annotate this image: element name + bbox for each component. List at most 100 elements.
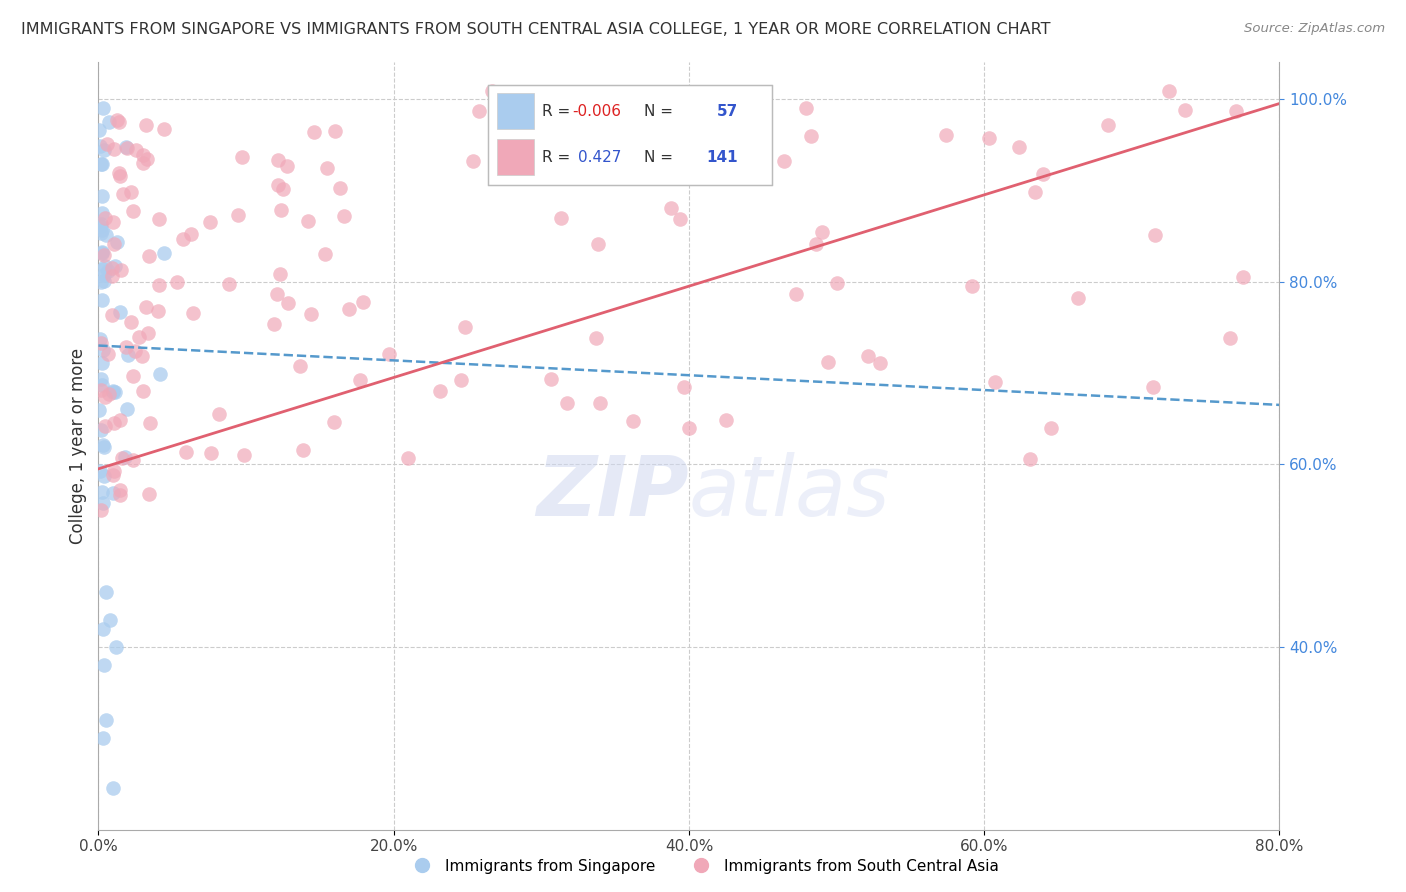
Point bbox=[124, 343, 146, 358]
Point bbox=[299, 307, 322, 321]
Point bbox=[135, 118, 157, 132]
Point bbox=[105, 235, 128, 250]
Point bbox=[105, 640, 128, 654]
Point bbox=[550, 211, 572, 225]
Point bbox=[93, 419, 115, 434]
Point bbox=[115, 141, 138, 155]
Point bbox=[267, 178, 290, 192]
Point bbox=[218, 277, 240, 291]
Point bbox=[108, 483, 131, 497]
Point bbox=[827, 276, 849, 290]
Point bbox=[135, 300, 157, 314]
Point bbox=[93, 440, 115, 454]
Point bbox=[132, 148, 155, 162]
Point bbox=[811, 225, 834, 239]
Point bbox=[1018, 451, 1040, 466]
Point bbox=[226, 208, 249, 222]
Point bbox=[463, 153, 485, 168]
Point bbox=[91, 101, 114, 115]
Point bbox=[659, 201, 682, 215]
Point bbox=[1040, 421, 1063, 435]
Point bbox=[794, 101, 817, 115]
Point bbox=[481, 84, 503, 98]
Point bbox=[89, 219, 111, 233]
Point bbox=[1219, 330, 1241, 344]
Point bbox=[90, 503, 112, 517]
Point bbox=[333, 209, 356, 223]
Point bbox=[103, 464, 125, 478]
Point bbox=[90, 356, 112, 370]
Point bbox=[98, 387, 121, 401]
Point bbox=[323, 415, 346, 429]
Point bbox=[94, 227, 117, 242]
Text: ZIP: ZIP bbox=[536, 451, 689, 533]
Point bbox=[91, 246, 114, 260]
Point bbox=[93, 468, 115, 483]
Point bbox=[1024, 185, 1046, 199]
Point bbox=[117, 348, 139, 362]
Point bbox=[91, 496, 114, 510]
Point bbox=[91, 223, 114, 237]
Point bbox=[136, 326, 159, 340]
Point bbox=[101, 308, 124, 322]
Text: IMMIGRANTS FROM SINGAPORE VS IMMIGRANTS FROM SOUTH CENTRAL ASIA COLLEGE, 1 YEAR : IMMIGRANTS FROM SINGAPORE VS IMMIGRANTS … bbox=[21, 22, 1050, 37]
Point bbox=[101, 467, 124, 482]
Point bbox=[180, 227, 202, 241]
Point bbox=[378, 347, 401, 361]
Point bbox=[200, 215, 222, 229]
Point bbox=[149, 367, 172, 381]
Point bbox=[94, 211, 117, 225]
Point bbox=[800, 129, 823, 144]
Point bbox=[806, 236, 828, 251]
Point bbox=[166, 275, 188, 289]
Point bbox=[1143, 228, 1166, 243]
Point bbox=[128, 329, 150, 343]
Point bbox=[515, 157, 537, 171]
Point bbox=[90, 383, 112, 397]
Point bbox=[302, 125, 325, 139]
Point bbox=[269, 267, 291, 281]
Point bbox=[669, 211, 692, 226]
Text: Source: ZipAtlas.com: Source: ZipAtlas.com bbox=[1244, 22, 1385, 36]
Point bbox=[103, 142, 125, 156]
Point bbox=[93, 262, 115, 277]
Point bbox=[276, 160, 298, 174]
Point bbox=[138, 249, 160, 263]
Point bbox=[148, 211, 170, 226]
Point bbox=[90, 372, 112, 386]
Point bbox=[1142, 380, 1164, 394]
Point bbox=[124, 143, 146, 157]
Text: atlas: atlas bbox=[689, 451, 890, 533]
Point bbox=[527, 170, 550, 185]
Legend: Immigrants from Singapore, Immigrants from South Central Asia: Immigrants from Singapore, Immigrants fr… bbox=[401, 853, 1005, 880]
Point bbox=[97, 264, 120, 278]
Point bbox=[104, 384, 127, 399]
Point bbox=[132, 384, 155, 398]
Point bbox=[87, 122, 110, 136]
Point bbox=[103, 384, 125, 399]
Point bbox=[98, 613, 121, 627]
Point bbox=[555, 395, 578, 409]
Point bbox=[93, 248, 115, 262]
Point bbox=[586, 237, 609, 252]
Point bbox=[94, 585, 117, 599]
Point bbox=[107, 115, 129, 129]
Point bbox=[89, 139, 111, 153]
Point bbox=[115, 402, 138, 417]
Point bbox=[91, 485, 114, 500]
Point bbox=[267, 153, 290, 167]
Point bbox=[110, 488, 132, 502]
Point bbox=[107, 166, 129, 180]
Point bbox=[101, 384, 124, 399]
Point bbox=[329, 181, 352, 195]
Point bbox=[132, 156, 155, 170]
Point bbox=[131, 349, 153, 363]
Point bbox=[450, 373, 472, 387]
Point bbox=[93, 274, 115, 288]
Point bbox=[266, 286, 288, 301]
Point bbox=[101, 215, 124, 229]
Point bbox=[540, 372, 562, 386]
Point bbox=[90, 189, 112, 203]
Point bbox=[935, 128, 957, 142]
Point bbox=[110, 169, 132, 183]
